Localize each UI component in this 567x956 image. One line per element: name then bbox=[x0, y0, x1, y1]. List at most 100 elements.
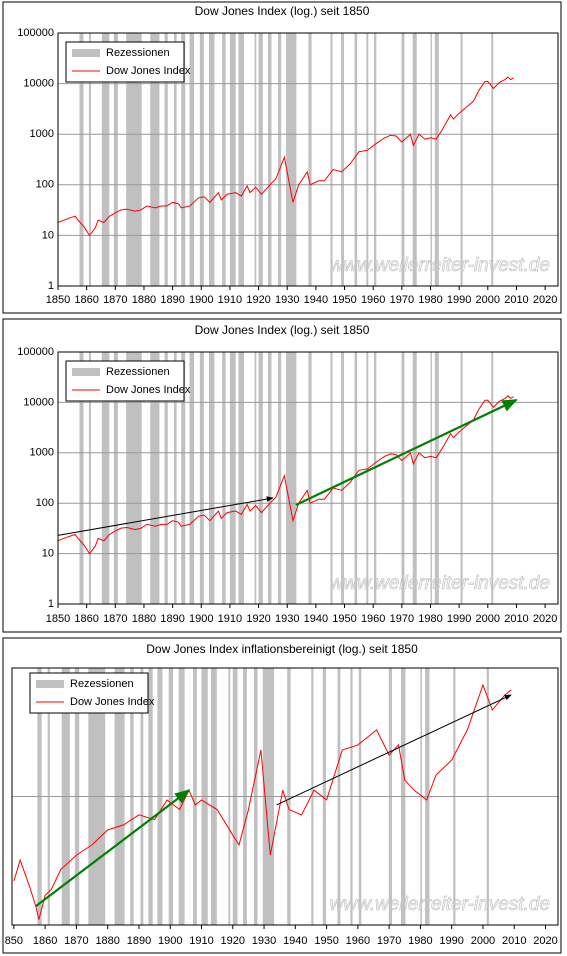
recession-band bbox=[278, 33, 282, 286]
recession-band bbox=[181, 352, 186, 604]
recession-band bbox=[88, 33, 91, 286]
recession-band bbox=[254, 33, 257, 286]
recession-band bbox=[150, 33, 160, 286]
recession-band bbox=[491, 33, 494, 286]
recession-band bbox=[174, 352, 177, 604]
recession-band bbox=[366, 352, 369, 604]
recession-band bbox=[150, 352, 160, 604]
y-tick-label: 100 bbox=[36, 179, 54, 191]
trend-arrow bbox=[35, 789, 191, 908]
y-tick-label: 10000 bbox=[23, 78, 54, 90]
x-tick-label: 1910 bbox=[189, 935, 213, 947]
recession-band bbox=[401, 33, 405, 286]
recession-band bbox=[278, 352, 282, 604]
recession-band bbox=[354, 33, 358, 286]
recession-band bbox=[308, 33, 312, 286]
y-tick-label: 10 bbox=[42, 548, 54, 560]
x-tick-label: 2020 bbox=[533, 613, 557, 625]
recession-band bbox=[330, 33, 333, 286]
recession-band bbox=[268, 352, 272, 604]
recession-band bbox=[258, 352, 263, 604]
series-line bbox=[58, 395, 514, 555]
recession-band bbox=[354, 352, 358, 604]
recession-band bbox=[164, 352, 168, 604]
x-tick-label: 1930 bbox=[275, 294, 299, 306]
x-tick-label: 1940 bbox=[304, 613, 328, 625]
y-tick-label: 1000 bbox=[30, 447, 54, 459]
x-tick-label: 1890 bbox=[160, 613, 184, 625]
x-tick-label: 1960 bbox=[361, 294, 385, 306]
x-tick-label: 2010 bbox=[504, 613, 528, 625]
recession-band bbox=[181, 33, 186, 286]
x-tick-label: 1960 bbox=[361, 613, 385, 625]
legend-label: Dow Jones Index bbox=[106, 384, 191, 396]
recession-band bbox=[79, 352, 84, 604]
x-tick-label: 1880 bbox=[95, 935, 119, 947]
plot-layer bbox=[58, 33, 558, 286]
x-tick-label: 1970 bbox=[377, 935, 401, 947]
x-tick-label: 1920 bbox=[246, 613, 270, 625]
recession-band bbox=[412, 33, 417, 286]
x-tick-label: 1870 bbox=[103, 294, 127, 306]
legend-label: Dow Jones Index bbox=[70, 696, 155, 708]
x-tick-label: 2020 bbox=[533, 935, 557, 947]
x-tick-label: 1870 bbox=[103, 613, 127, 625]
trend-arrow bbox=[276, 694, 512, 806]
legend-swatch bbox=[36, 680, 64, 688]
recession-band bbox=[258, 33, 263, 286]
recession-band bbox=[341, 352, 344, 604]
legend-label: Dow Jones Index bbox=[106, 65, 191, 77]
recession-band bbox=[88, 352, 91, 604]
y-tick-label: 10 bbox=[42, 229, 54, 241]
x-tick-label: 1950 bbox=[314, 935, 338, 947]
y-tick-label: 100 bbox=[36, 497, 54, 509]
chart-title: Dow Jones Index (log.) seit 1850 bbox=[195, 4, 370, 18]
recession-band bbox=[401, 352, 405, 604]
y-tick-label: 10000 bbox=[23, 396, 54, 408]
legend-label: Rezessionen bbox=[106, 47, 170, 59]
x-tick-label: 1900 bbox=[158, 935, 182, 947]
x-tick-label: 1860 bbox=[74, 294, 98, 306]
x-tick-label: 1970 bbox=[390, 613, 414, 625]
recession-band bbox=[189, 33, 195, 286]
x-tick-label: 2020 bbox=[533, 294, 557, 306]
x-tick-label: 1910 bbox=[218, 294, 242, 306]
recession-band bbox=[113, 352, 118, 604]
recession-band bbox=[126, 33, 142, 286]
recession-band bbox=[199, 352, 204, 604]
watermark: www.wellerreiter-invest.de bbox=[330, 573, 550, 594]
x-tick-label: 1980 bbox=[408, 935, 432, 947]
x-tick-label: 1940 bbox=[283, 935, 307, 947]
x-tick-label: 1860 bbox=[33, 935, 57, 947]
x-tick-label: 1990 bbox=[447, 294, 471, 306]
x-tick-label: 1890 bbox=[160, 294, 184, 306]
trend-arrow bbox=[57, 496, 274, 536]
recession-band bbox=[209, 352, 215, 604]
x-tick-label: 1930 bbox=[275, 613, 299, 625]
legend-box bbox=[29, 672, 149, 714]
recession-band bbox=[374, 33, 377, 286]
x-tick-label: 1990 bbox=[447, 613, 471, 625]
recession-band bbox=[412, 352, 417, 604]
watermark: www.wellerreiter-invest.de bbox=[330, 894, 550, 915]
recession-band bbox=[229, 33, 236, 286]
x-tick-label: 2000 bbox=[471, 935, 495, 947]
x-tick-label: 1900 bbox=[189, 613, 213, 625]
x-tick-label: 1910 bbox=[218, 613, 242, 625]
recession-band bbox=[238, 33, 244, 286]
recession-band bbox=[366, 33, 369, 286]
recession-band bbox=[101, 33, 110, 286]
recession-band bbox=[308, 352, 312, 604]
legend-box bbox=[65, 41, 185, 83]
legend-swatch bbox=[72, 368, 100, 376]
x-tick-label: 1970 bbox=[390, 294, 414, 306]
recession-band bbox=[189, 352, 195, 604]
recession-band bbox=[491, 352, 494, 604]
recession-band bbox=[101, 352, 110, 604]
recession-band bbox=[268, 33, 272, 286]
chart-title: Dow Jones Index (log.) seit 1850 bbox=[195, 323, 370, 337]
y-tick-label: 1 bbox=[48, 280, 54, 292]
series-line bbox=[13, 683, 512, 920]
